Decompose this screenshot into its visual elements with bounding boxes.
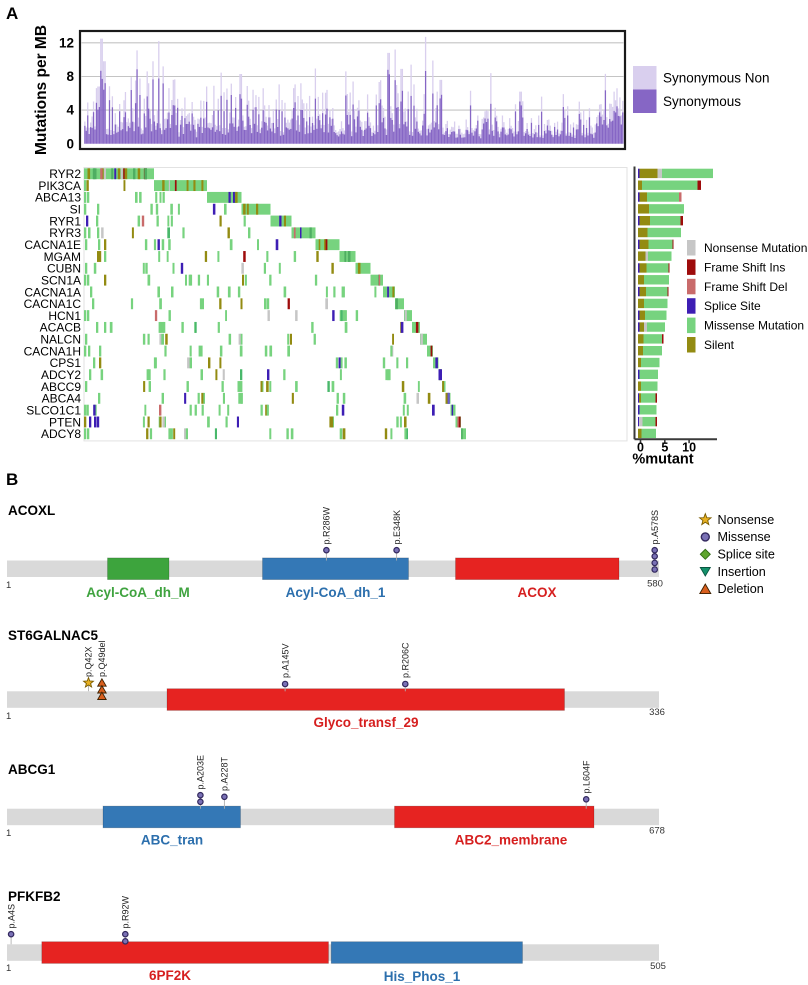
svg-text:p.R92W: p.R92W [121, 895, 131, 928]
svg-text:Silent: Silent [704, 338, 735, 352]
svg-text:0: 0 [637, 441, 644, 455]
svg-text:Insertion: Insertion [718, 565, 766, 579]
svg-text:ABCC9: ABCC9 [41, 380, 81, 394]
svg-text:1: 1 [6, 963, 11, 974]
svg-text:10: 10 [682, 441, 696, 455]
svg-text:1: 1 [6, 828, 11, 839]
svg-text:p.A203E: p.A203E [196, 755, 206, 790]
svg-text:p.L604F: p.L604F [581, 760, 591, 794]
svg-text:ADCY2: ADCY2 [41, 368, 81, 382]
svg-text:Acyl-CoA_dh_1: Acyl-CoA_dh_1 [286, 585, 386, 600]
svg-text:CACNA1E: CACNA1E [24, 238, 81, 252]
svg-text:ST6GALNAC5: ST6GALNAC5 [8, 628, 99, 643]
svg-text:HCN1: HCN1 [48, 309, 81, 323]
svg-text:ABC_tran: ABC_tran [141, 833, 203, 848]
svg-text:p.R206C: p.R206C [401, 642, 411, 678]
svg-text:ACOXL: ACOXL [8, 503, 55, 518]
svg-text:4: 4 [66, 103, 74, 118]
svg-text:p.Q49del: p.Q49del [97, 640, 107, 677]
svg-text:Nonsense Mutation: Nonsense Mutation [704, 241, 807, 255]
svg-text:ABC2_membrane: ABC2_membrane [455, 833, 568, 848]
svg-text:SCN1A: SCN1A [41, 273, 81, 287]
svg-text:Frame Shift Ins: Frame Shift Ins [704, 260, 785, 274]
svg-text:PTEN: PTEN [49, 415, 81, 429]
svg-text:5: 5 [661, 441, 668, 455]
svg-text:8: 8 [66, 69, 74, 84]
svg-text:6PF2K: 6PF2K [149, 968, 191, 983]
svg-text:ABCA4: ABCA4 [42, 392, 82, 406]
svg-text:CUBN: CUBN [47, 262, 81, 276]
svg-text:ADCY8: ADCY8 [41, 427, 81, 441]
svg-text:RYR1: RYR1 [49, 214, 81, 228]
svg-text:p.A578S: p.A578S [650, 510, 660, 545]
svg-text:CACNA1A: CACNA1A [24, 285, 81, 299]
svg-text:Glyco_transf_29: Glyco_transf_29 [313, 715, 418, 730]
svg-text:CACNA1H: CACNA1H [24, 344, 81, 358]
svg-text:NALCN: NALCN [40, 333, 81, 347]
svg-text:RYR2: RYR2 [49, 167, 81, 181]
svg-text:Splice Site: Splice Site [704, 299, 761, 313]
svg-text:Missense: Missense [718, 530, 771, 544]
svg-text:SLCO1C1: SLCO1C1 [26, 403, 81, 417]
svg-text:ABCG1: ABCG1 [8, 762, 56, 777]
svg-text:Deletion: Deletion [718, 582, 764, 596]
svg-text:p.A4S: p.A4S [6, 904, 16, 929]
svg-text:Synonymous: Synonymous [663, 94, 741, 109]
svg-text:1: 1 [6, 711, 11, 722]
svg-text:p.A228T: p.A228T [220, 756, 230, 791]
svg-text:12: 12 [59, 35, 74, 50]
svg-text:p.Q42X: p.Q42X [84, 646, 94, 677]
svg-text:Acyl-CoA_dh_M: Acyl-CoA_dh_M [86, 585, 190, 600]
svg-text:ABCA13: ABCA13 [35, 191, 81, 205]
svg-text:Frame Shift Del: Frame Shift Del [704, 280, 787, 294]
svg-text:ACOX: ACOX [517, 585, 556, 600]
svg-text:Splice site: Splice site [718, 548, 775, 562]
svg-text:RYR3: RYR3 [49, 226, 81, 240]
svg-text:%mutant: %mutant [632, 452, 693, 468]
svg-text:336: 336 [649, 707, 665, 718]
svg-text:ACACB: ACACB [40, 321, 81, 335]
svg-text:B: B [6, 470, 18, 489]
svg-text:Nonsense: Nonsense [718, 513, 775, 527]
svg-text:580: 580 [647, 579, 663, 590]
svg-text:505: 505 [650, 961, 666, 972]
svg-text:CPS1: CPS1 [50, 356, 82, 370]
svg-text:His_Phos_1: His_Phos_1 [384, 969, 461, 984]
svg-text:Synonymous Non: Synonymous Non [663, 71, 770, 86]
svg-text:Mutations per MB: Mutations per MB [33, 25, 50, 155]
svg-text:0: 0 [66, 136, 74, 151]
svg-text:A: A [6, 4, 18, 23]
svg-text:p.A145V: p.A145V [280, 643, 290, 678]
svg-text:SI: SI [70, 203, 81, 217]
svg-text:1: 1 [6, 580, 11, 591]
svg-text:PIK3CA: PIK3CA [38, 179, 81, 193]
svg-text:MGAM: MGAM [44, 250, 81, 264]
svg-text:PFKFB2: PFKFB2 [8, 889, 61, 904]
svg-text:Missense Mutation: Missense Mutation [704, 319, 804, 333]
svg-text:p.R286W: p.R286W [322, 506, 332, 544]
svg-text:CACNA1C: CACNA1C [24, 297, 82, 311]
svg-text:p.E348K: p.E348K [392, 510, 402, 545]
svg-text:678: 678 [649, 826, 665, 837]
